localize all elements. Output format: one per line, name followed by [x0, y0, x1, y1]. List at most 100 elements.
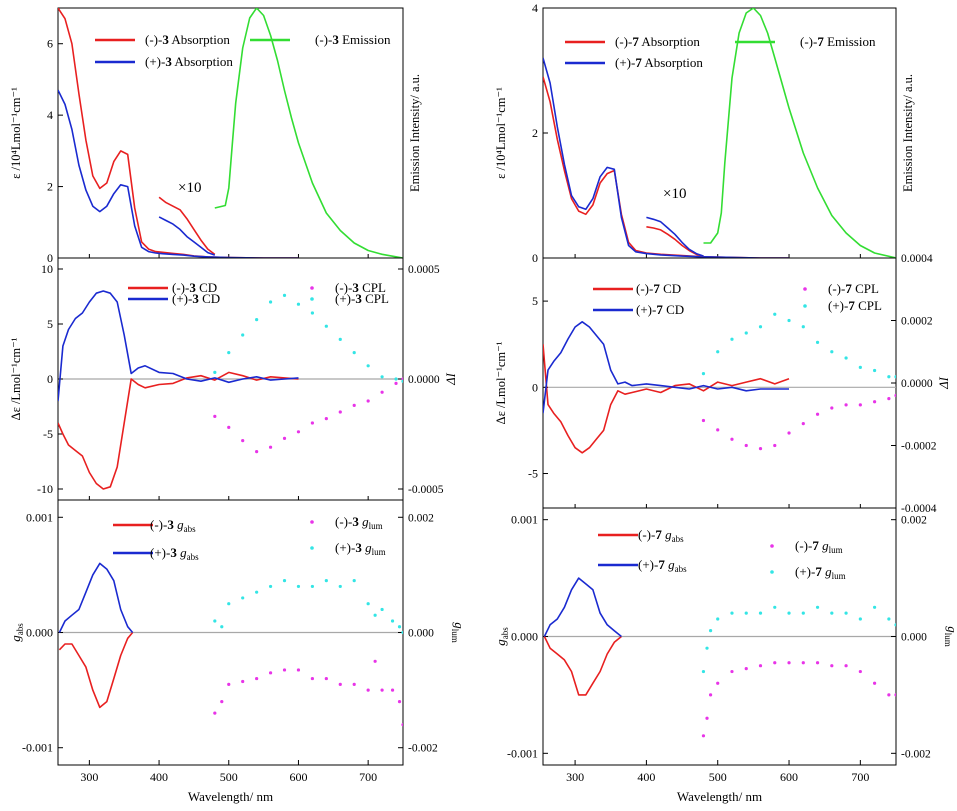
left-tick-label: -0.001	[507, 746, 538, 760]
data-point	[702, 419, 705, 422]
data-point	[730, 438, 733, 441]
data-point	[802, 612, 805, 615]
left-tick-label: -10	[37, 482, 53, 496]
series-3-absorption-10	[159, 217, 215, 255]
legend-entry: (-)-7 glum	[770, 538, 842, 555]
legend-entry: (-)-7 CPL	[803, 281, 879, 296]
data-point	[353, 351, 356, 354]
data-point	[297, 668, 300, 671]
data-point	[325, 417, 328, 420]
data-point	[297, 430, 300, 433]
left-tick-label: 0.000	[511, 630, 538, 644]
right-tick-label: -0.002	[408, 743, 438, 755]
data-point	[844, 664, 847, 667]
data-point	[374, 614, 377, 617]
data-point	[283, 437, 286, 440]
data-point	[353, 683, 356, 686]
data-point	[398, 700, 401, 703]
legend-label: (+)-3 Absorption	[145, 54, 233, 69]
series-7-g-lum	[702, 606, 898, 673]
legend-entry: (-)-3 Absorption	[95, 32, 230, 47]
data-point	[816, 341, 819, 344]
x-tick-label: 500	[220, 770, 238, 784]
data-point	[873, 682, 876, 685]
data-point	[213, 415, 216, 418]
data-point	[241, 596, 244, 599]
legend-entry: (+)-7 CPL	[803, 298, 882, 313]
data-point	[745, 667, 748, 670]
data-point	[325, 579, 328, 582]
data-point	[394, 382, 397, 385]
data-point	[716, 617, 719, 620]
left-tick-label: 2	[47, 180, 53, 194]
data-point	[213, 619, 216, 622]
left-tick-label: 5	[532, 294, 538, 308]
left-tick-label: 0.001	[511, 513, 538, 527]
data-point	[297, 303, 300, 306]
data-point	[716, 682, 719, 685]
data-point	[759, 447, 762, 450]
series-7-absorption-10	[646, 227, 703, 256]
left-tick-label: -5	[528, 467, 538, 481]
legend-label: (-)-3 Absorption	[145, 32, 230, 47]
data-point	[255, 318, 258, 321]
right-axis-label: Emission Intensity/ a.u.	[408, 74, 422, 192]
series-7-absorption	[543, 77, 789, 258]
panel-l2: -10-50510-0.00050.00000.0005Δε /Lmol⁻¹cm…	[9, 258, 458, 500]
x-tick-label: 300	[566, 770, 584, 784]
data-point	[367, 689, 370, 692]
data-point	[269, 300, 272, 303]
left-tick-label: 0.001	[26, 510, 53, 524]
legend-entry: (+)-7 Absorption	[565, 55, 703, 70]
legend-entry: (-)-7 Absorption	[565, 34, 700, 49]
data-point	[311, 421, 314, 424]
data-point	[283, 294, 286, 297]
data-point	[380, 689, 383, 692]
left-axis-label: gabs	[493, 627, 510, 646]
right-tick-label: 0.002	[408, 512, 434, 524]
data-point	[353, 404, 356, 407]
data-point	[859, 403, 862, 406]
legend-label: (-)-3 glum	[335, 514, 383, 531]
data-point	[773, 606, 776, 609]
legend-label: (+)-3 CPL	[335, 291, 389, 306]
series-3-cd	[58, 372, 299, 489]
legend-swatch	[310, 297, 314, 301]
data-point	[241, 680, 244, 683]
figure-canvas: 0246ε /10⁴Lmol⁻¹cm⁻¹ Emission Intensity/ …	[0, 0, 957, 811]
x-tick-label: 500	[709, 770, 727, 784]
legend-entry: (+)-7 glum	[770, 564, 845, 581]
series-3-absorption-10	[159, 197, 215, 254]
data-point	[745, 331, 748, 334]
data-point	[311, 585, 314, 588]
panel-r2: -505-0.0004-0.00020.00000.00020.0004Δε /…	[494, 253, 951, 515]
left-tick-label: 5	[47, 317, 53, 331]
data-point	[894, 623, 897, 626]
x-tick-label: 600	[289, 770, 307, 784]
data-point	[844, 356, 847, 359]
data-point	[213, 712, 216, 715]
series-7-g-abs	[544, 637, 621, 695]
data-point	[325, 677, 328, 680]
left-tick-label: 0	[532, 251, 538, 265]
right-axis-label: ΔI	[937, 376, 951, 389]
legend-label: (+)-7 CPL	[828, 298, 882, 313]
series-3-g-lum	[213, 660, 404, 727]
series-3-g-lum	[213, 579, 404, 634]
data-point	[398, 625, 401, 628]
data-point	[401, 380, 404, 383]
x-tick-label: 700	[359, 770, 377, 784]
x-tick-label: 400	[637, 770, 655, 784]
series-7-absorption-10	[646, 217, 703, 256]
right-axis-label: ΔI	[444, 372, 458, 385]
data-point	[339, 338, 342, 341]
data-point	[894, 394, 897, 397]
legend-label: (+)-3 CD	[172, 291, 220, 306]
data-point	[830, 350, 833, 353]
legend-label: (-)-7 glum	[795, 538, 843, 555]
left-tick-label: 0	[532, 380, 538, 394]
legend-label: (-)-7 Absorption	[615, 34, 700, 49]
legend-label: (-)-7 gabs	[638, 527, 684, 544]
legend-label: (+)-7 glum	[795, 564, 846, 581]
series-3-absorption	[58, 90, 299, 258]
